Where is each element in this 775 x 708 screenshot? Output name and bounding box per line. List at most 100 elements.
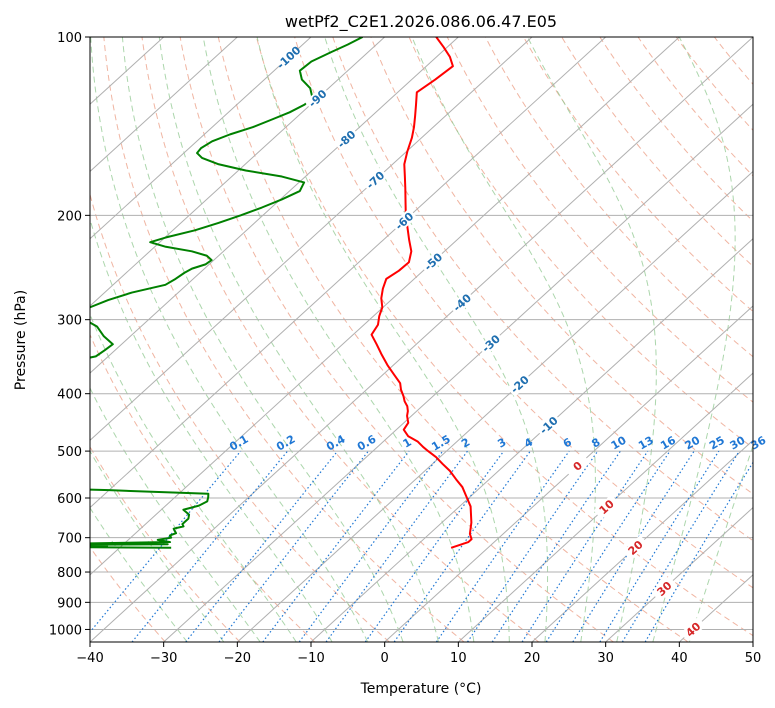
dewpoint-profile-line: [90, 37, 364, 549]
isotherm-label-backdrop: [362, 167, 389, 193]
y-tick-label: 100: [57, 31, 82, 46]
isotherm-line: [236, 170, 753, 642]
isotherm-line: [90, 37, 312, 240]
y-tick-label: 400: [57, 388, 82, 403]
x-axis-ticks: −40 −30 −20 −10 0 10 20 30 40 50: [76, 642, 761, 666]
dry-adiabats: [90, 37, 753, 642]
y-tick-label: 1000: [49, 623, 82, 638]
isotherm-line: [90, 37, 533, 442]
dry-adiabat-line: [294, 37, 753, 589]
isotherm-line: [384, 305, 753, 642]
isotherm-label-backdrop: [391, 208, 418, 234]
isotherm-label-backdrop: [275, 44, 302, 70]
x-tick-label: −40: [76, 651, 103, 666]
dry-adiabat-line: [561, 37, 753, 267]
dry-adiabat-line: [90, 445, 241, 642]
isotherm-label-backdrop: [506, 371, 533, 397]
y-axis-label: Pressure (hPa): [13, 290, 29, 390]
x-tick-label: 0: [381, 651, 389, 666]
moist-adiabat-line: [90, 506, 188, 642]
y-tick-label: 500: [57, 445, 82, 460]
moist-adiabat-line: [411, 37, 596, 642]
x-tick-label: −30: [150, 651, 177, 666]
dry-adiabat-line: [255, 37, 753, 637]
mixing-ratio-line: [262, 450, 410, 642]
isotherm-line: [90, 37, 238, 173]
mixing-ratio-line: [90, 450, 242, 634]
moist-adiabat-line: [90, 313, 297, 642]
mixing-ratio-line: [185, 450, 339, 642]
dry-adiabat-line: [408, 37, 753, 449]
isotherm-label-backdrop: [477, 330, 504, 356]
isotherm-label-backdrop: [564, 453, 591, 479]
x-tick-label: 30: [597, 651, 614, 666]
mixing-ratio-line: [325, 450, 469, 642]
mixing-ratio-line: [491, 450, 621, 642]
isotherm-line: [310, 237, 753, 642]
isotherm-label-backdrop: [622, 535, 649, 561]
y-tick-label: 900: [57, 596, 82, 611]
isotherm-line: [90, 37, 386, 307]
y-axis-ticks: 1000 900 800 700 600 500 400 300 200 100: [49, 31, 90, 638]
x-axis-label: Temperature (°C): [360, 681, 482, 697]
moist-adiabat-line: [158, 37, 439, 642]
dry-adiabat-line: [217, 37, 689, 642]
moist-adiabat-line: [652, 37, 736, 642]
mixing-ratio-line: [393, 450, 531, 642]
moist-adiabat-line: [688, 443, 753, 642]
isotherm-line: [90, 37, 753, 642]
dry-adiabat-line: [446, 37, 753, 403]
moist-adiabat-line: [256, 37, 510, 642]
moist-adiabat-line: [324, 37, 549, 642]
mixing-ratio-line: [521, 450, 649, 642]
dry-adiabat-line: [179, 37, 614, 642]
plot-frame: [89, 36, 754, 643]
mixing-ratio-line: [364, 450, 505, 642]
mixing-ratio-line: [467, 450, 599, 642]
isotherm-label-backdrop: [593, 494, 620, 520]
chart-title: wetPf2_C2E1.2026.086.06.47.E05: [285, 12, 557, 32]
dry-adiabat-line: [599, 37, 753, 222]
moist-adiabat-line: [90, 217, 333, 642]
mixing-ratio-line: [131, 450, 289, 642]
x-tick-label: 20: [524, 651, 541, 666]
y-tick-label: 200: [57, 209, 82, 224]
mixing-ratio-line: [298, 450, 444, 642]
mixing-ratio-lines: [90, 450, 753, 642]
isotherm-line: [605, 506, 753, 642]
moist-adiabat-line: [90, 37, 369, 642]
isotherm-line: [90, 37, 680, 576]
pressure-gridlines: [90, 37, 753, 630]
x-tick-label: 10: [450, 651, 467, 666]
mixing-ratio-line: [435, 450, 570, 642]
dry-adiabat-line: [103, 37, 465, 642]
isotherm-label-backdrop: [304, 85, 331, 111]
isotherm-label-backdrop: [333, 126, 360, 152]
isotherm-label-backdrop: [535, 412, 562, 438]
temperature-profile-line: [370, 37, 473, 549]
moist-adiabat-line: [121, 37, 404, 642]
isotherm-line: [457, 372, 753, 642]
x-tick-label: 50: [745, 651, 762, 666]
moist-adiabat-line: [90, 386, 261, 642]
y-tick-label: 800: [57, 566, 82, 581]
isotherm-line: [90, 37, 607, 509]
mixing-ratio-line: [545, 450, 671, 642]
isotherm-label-backdrop: [449, 290, 475, 316]
moist-adiabat-line: [90, 450, 225, 642]
sounding-profiles: [90, 37, 473, 549]
dry-adiabat-line: [370, 37, 753, 495]
y-tick-label: 300: [57, 314, 82, 329]
isotherm-label-backdrop: [680, 616, 707, 642]
dry-adiabat-line: [141, 37, 540, 642]
x-tick-label: −20: [224, 651, 251, 666]
moist-adiabat-line: [202, 37, 475, 642]
y-tick-label: 600: [57, 492, 82, 507]
isotherm-label-backdrop: [651, 576, 678, 602]
dry-adiabat-line: [484, 37, 753, 358]
dry-adiabat-line: [90, 192, 390, 642]
mixing-ratio-line: [621, 450, 740, 642]
isotherm-label-backdrop: [420, 249, 447, 275]
